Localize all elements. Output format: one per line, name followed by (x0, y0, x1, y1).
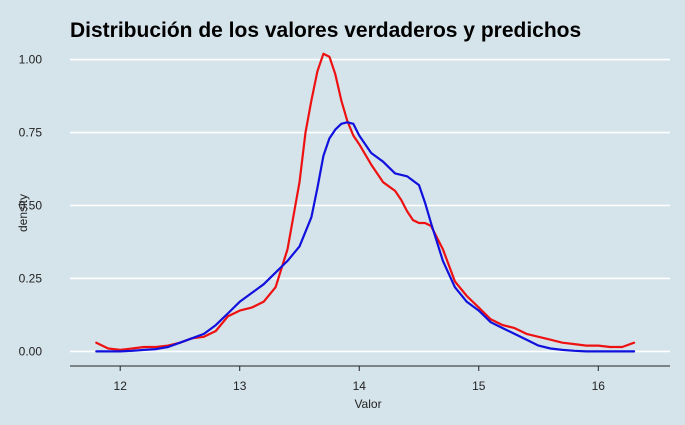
y-tick-label: 1.00 (19, 53, 43, 67)
series-layer (95, 52, 636, 353)
x-tick-label: 14 (353, 379, 367, 393)
y-tick-label: 0.75 (19, 126, 43, 140)
x-tick-label: 12 (114, 379, 128, 393)
density-line-1 (95, 52, 636, 351)
y-tick-label: 0.25 (19, 271, 43, 285)
y-axis-title: density (16, 194, 30, 232)
x-tick-label: 15 (472, 379, 486, 393)
y-tick-label: 0.50 (19, 199, 43, 213)
x-tick-label: 13 (233, 379, 247, 393)
x-tick-labels: 12 13 14 15 16 (114, 366, 606, 393)
chart-title: Distribución de los valores verdaderos y… (70, 19, 581, 42)
y-tick-label: 0.00 (19, 344, 43, 358)
grid-layer (70, 58, 670, 353)
density-line-2 (95, 121, 636, 353)
x-axis-title: Valor (354, 397, 381, 411)
y-tick-labels: 0.00 0.25 0.50 0.75 1.00 (19, 53, 43, 359)
x-tick-label: 16 (592, 379, 606, 393)
